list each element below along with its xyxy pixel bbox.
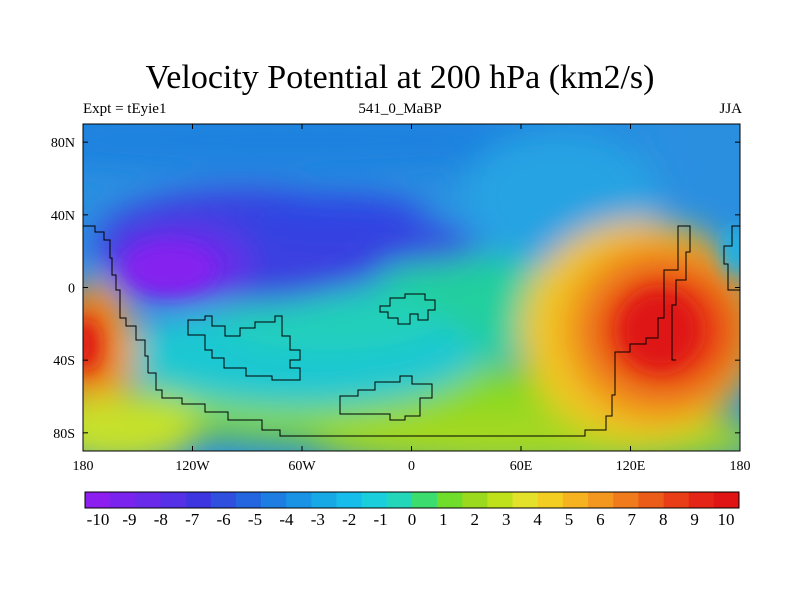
colorbar-swatch: [361, 492, 388, 508]
colorbar-label: 9: [690, 510, 699, 529]
contour-field: [83, 124, 740, 451]
colorbar-label: -6: [217, 510, 231, 529]
colorbar-swatch: [688, 492, 715, 508]
y-tick-label: 40S: [53, 354, 75, 369]
y-tick-label: 80N: [51, 136, 75, 151]
x-tick-label: 180: [730, 459, 751, 474]
colorbar-label: 1: [439, 510, 448, 529]
colorbar-label: 3: [502, 510, 511, 529]
coastline-africa: [187, 315, 301, 381]
colorbar-swatch: [412, 492, 438, 508]
coastlines: [83, 225, 740, 437]
colorbar-label: -10: [87, 510, 110, 529]
colorbar-label: -1: [374, 510, 388, 529]
y-tick-label: 40N: [51, 209, 75, 224]
colorbar-label: -9: [122, 510, 136, 529]
colorbar-label: 6: [596, 510, 605, 529]
x-tick-label: 60E: [510, 459, 533, 474]
colorbar-swatch: [336, 492, 362, 508]
colorbar-label: -5: [248, 510, 262, 529]
colorbar-swatch: [487, 492, 513, 508]
colorbar-frame: [84, 491, 740, 509]
colorbar-swatch: [286, 492, 312, 508]
season-label: JJA: [719, 101, 742, 117]
colorbar-swatch: [462, 492, 488, 508]
x-tick-label: 120E: [616, 459, 646, 474]
colorbar-swatch: [437, 492, 463, 508]
colorbar-label: 0: [408, 510, 417, 529]
coastline-antarctic-island: [339, 375, 433, 421]
x-axis: 180 120W 60W 0 60E 120E 180: [73, 124, 751, 474]
colorbar-label: 8: [659, 510, 668, 529]
colorbar-swatch: [85, 492, 111, 508]
colorbar-swatch: [562, 492, 589, 508]
coastline-australia: [379, 293, 436, 325]
colorbar-swatch: [110, 492, 136, 508]
x-tick-label: 180: [73, 459, 94, 474]
colorbar-swatch: [588, 492, 614, 508]
y-tick-label: 0: [68, 282, 75, 297]
colorbar: -10 -9 -8 -7 -6 -5 -4 -3 -2 -1 0 1 2 3 4 5 6 7 8 9 10: [84, 491, 740, 529]
coastline-south-america: [148, 225, 691, 437]
coastline-north-america: [83, 225, 149, 373]
case-label: 541_0_MaBP: [358, 101, 442, 117]
x-tick-label: 120W: [175, 459, 210, 474]
colorbar-swatch: [235, 492, 262, 508]
colorbar-swatch: [537, 492, 564, 508]
colorbar-swatch: [185, 492, 212, 508]
colorbar-swatch: [135, 492, 161, 508]
colorbar-label: -3: [311, 510, 325, 529]
colorbar-swatch: [613, 492, 639, 508]
plot-title: Velocity Potential at 200 hPa (km2/s): [145, 59, 655, 96]
colorbar-swatch: [512, 492, 539, 508]
y-tick-label: 80S: [53, 427, 75, 442]
colorbar-label: -8: [154, 510, 168, 529]
coastline-east-edge: [723, 225, 740, 291]
experiment-label: Expt = tEyie1: [83, 101, 167, 117]
colorbar-label: 4: [533, 510, 542, 529]
colorbar-label: 5: [565, 510, 574, 529]
y-axis: 80N 40N 0 40S 80S: [51, 136, 740, 442]
colorbar-label: -2: [342, 510, 356, 529]
colorbar-swatch: [663, 492, 689, 508]
colorbar-label: -4: [279, 510, 294, 529]
colorbar-swatch: [210, 492, 237, 508]
colorbar-label: 10: [718, 510, 735, 529]
colorbar-swatch: [638, 492, 664, 508]
colorbar-swatch: [713, 492, 740, 508]
x-tick-label: 60W: [288, 459, 316, 474]
colorbar-label: 2: [471, 510, 480, 529]
colorbar-swatch: [261, 492, 287, 508]
colorbar-label: -7: [185, 510, 200, 529]
x-tick-label: 0: [408, 459, 415, 474]
colorbar-label: 7: [628, 510, 637, 529]
colorbar-swatch: [386, 492, 413, 508]
colorbar-swatch: [311, 492, 337, 508]
colorbar-swatch: [160, 492, 186, 508]
